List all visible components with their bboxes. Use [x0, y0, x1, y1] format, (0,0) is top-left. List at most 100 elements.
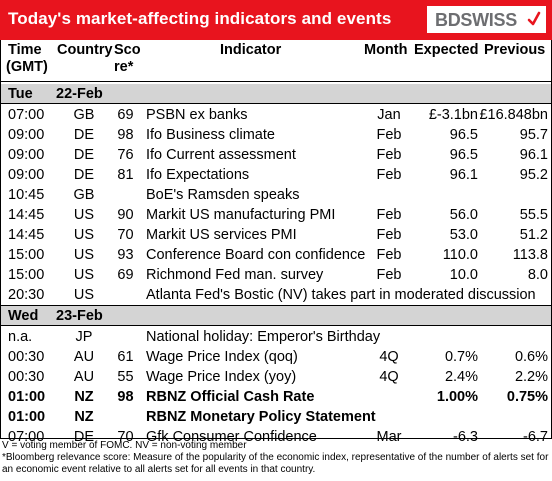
table-row: 10:45 GB BoE's Ramsden speaks — [0, 185, 552, 205]
cell-expected: 2.4% — [444, 369, 478, 385]
cell-time: n.a. — [8, 329, 33, 345]
col-month: Month — [364, 42, 408, 58]
col-expected: Expected — [414, 42, 479, 58]
cell-time: 09:00 — [8, 147, 45, 163]
cell-country: US — [73, 227, 95, 243]
cell-time: 09:00 — [8, 167, 45, 183]
cell-time: 07:00 — [8, 429, 45, 445]
table-row: n.a. JP National holiday: Emperor's Birthd… — [0, 327, 552, 347]
cell-score: 69 — [117, 267, 134, 283]
cell-score: 61 — [117, 349, 134, 365]
cell-country: DE — [73, 147, 95, 163]
table-row: 00:30 AU 61 Wage Price Index (qoq) 4Q 0.7% 0.6… — [0, 347, 552, 367]
cell-month: Feb — [376, 267, 402, 283]
table-row: 20:30 US Atlanta Fed's Bostic (NV) takes p… — [0, 285, 552, 305]
table-row: 07:00 DE 70 Gfk Consumer Confidence Mar -6.3 -… — [0, 427, 552, 447]
col-indicator: Indicator — [220, 42, 282, 58]
cell-time: 14:45 — [8, 227, 45, 243]
cell-month: Mar — [376, 429, 402, 445]
cell-previous: 2.2% — [514, 369, 548, 385]
cell-previous: 0.75% — [506, 389, 548, 405]
cell-indicator: Wage Price Index (qoq) — [146, 349, 298, 365]
cell-score: 93 — [117, 247, 134, 263]
cell-month: Feb — [376, 127, 402, 143]
cell-indicator: Wage Price Index (yoy) — [146, 369, 297, 385]
cell-country: GB — [73, 107, 95, 123]
cell-expected: 96.5 — [449, 127, 478, 143]
cell-score: 70 — [117, 429, 134, 445]
table-row: 15:00 US 69 Richmond Fed man. survey Feb 10.0… — [0, 265, 552, 285]
cell-previous: £16.848bn — [479, 107, 548, 123]
cell-country: US — [73, 247, 95, 263]
table-bottom-border — [0, 438, 552, 439]
cell-time: 15:00 — [8, 247, 45, 263]
cell-time: 20:30 — [8, 287, 45, 303]
cell-time: 01:00 — [8, 409, 46, 425]
footnote-score: *Bloomberg relevance score: Measure of t… — [2, 452, 549, 475]
table-row: 00:30 AU 55 Wage Price Index (yoy) 4Q 2.4% 2.2… — [0, 367, 552, 387]
footnote-voting: V = voting member of FOMC. NV = non-voti… — [2, 440, 247, 451]
col-previous: Previous — [484, 42, 546, 58]
cell-score: 90 — [117, 207, 134, 223]
cell-country: DE — [73, 429, 95, 445]
cell-expected: 110.0 — [442, 247, 478, 263]
cell-country: US — [73, 287, 95, 303]
cell-country: AU — [73, 349, 95, 365]
cell-expected: 53.0 — [449, 227, 478, 243]
col-time: Time — [8, 42, 42, 58]
cell-country: DE — [73, 167, 95, 183]
cell-month: Feb — [376, 207, 402, 223]
table-row: 09:00 DE 98 Ifo Business climate Feb 96.5 95.7 — [0, 125, 552, 145]
cell-previous: -6.7 — [523, 429, 548, 445]
cell-previous: 113.8 — [512, 247, 548, 263]
cell-score: 76 — [117, 147, 134, 163]
cell-indicator: PSBN ex banks — [146, 107, 248, 123]
day-separator — [0, 305, 552, 306]
day-header-tue: Tue 22-Feb — [0, 84, 552, 104]
table-row: 07:00 GB 69 PSBN ex banks Jan £-3.1bn £16.848b… — [0, 105, 552, 125]
table-row: 14:45 US 70 Markit US services PMI Feb 53.0 51… — [0, 225, 552, 245]
table-row: 01:00 NZ RBNZ Monetary Policy Statement — [0, 407, 552, 427]
cell-time: 07:00 — [8, 107, 45, 123]
cell-previous: 8.0 — [527, 267, 548, 283]
day-date: 22-Feb — [56, 86, 103, 102]
logo-check-icon — [527, 11, 541, 26]
brand-logo-text: BDSWISS — [435, 10, 517, 30]
cell-indicator: Gfk Consumer Confidence — [146, 429, 317, 445]
cell-indicator: RBNZ Official Cash Rate — [146, 389, 315, 405]
cell-previous: 0.6% — [514, 349, 548, 365]
day-header-wed: Wed 23-Feb — [0, 306, 552, 326]
col-time-unit: (GMT) — [6, 59, 48, 75]
day-date: 23-Feb — [56, 308, 103, 324]
cell-expected: 1.00% — [436, 389, 478, 405]
table-row: 01:00 NZ 98 RBNZ Official Cash Rate 1.00% 0.7… — [0, 387, 552, 407]
col-score: Sco — [114, 42, 141, 58]
cell-country: NZ — [74, 409, 94, 425]
brand-logo: BDSWISS — [427, 6, 546, 33]
cell-score: 98 — [117, 389, 134, 405]
cell-previous: 51.2 — [519, 227, 548, 243]
cell-score: 98 — [117, 127, 134, 143]
cell-expected: 10.0 — [449, 267, 478, 283]
cell-time: 00:30 — [8, 369, 45, 385]
table-row: 09:00 DE 81 Ifo Expectations Feb 96.1 95.2 — [0, 165, 552, 185]
cell-expected: -6.3 — [453, 429, 478, 445]
cell-expected: 0.7% — [444, 349, 478, 365]
table-row: 09:00 DE 76 Ifo Current assessment Feb 96.5 96… — [0, 145, 552, 165]
cell-score: 70 — [117, 227, 134, 243]
cell-indicator: Atlanta Fed's Bostic (NV) takes part in … — [146, 287, 536, 303]
cell-indicator: RBNZ Monetary Policy Statement — [146, 409, 376, 425]
cell-month: 4Q — [379, 369, 399, 385]
cell-expected: 96.1 — [449, 167, 478, 183]
cell-country: DE — [73, 127, 95, 143]
cell-indicator: Markit US services PMI — [146, 227, 297, 243]
table-border-left — [0, 40, 1, 438]
cell-month: Jan — [377, 107, 401, 123]
table-row: 15:00 US 93 Conference Board con confidence… — [0, 245, 552, 265]
cell-month: Feb — [376, 147, 402, 163]
cell-time: 15:00 — [8, 267, 45, 283]
cell-time: 09:00 — [8, 127, 45, 143]
day-name: Wed — [8, 308, 39, 324]
col-score-suffix: re* — [114, 59, 134, 75]
cell-indicator: Richmond Fed man. survey — [146, 267, 324, 283]
